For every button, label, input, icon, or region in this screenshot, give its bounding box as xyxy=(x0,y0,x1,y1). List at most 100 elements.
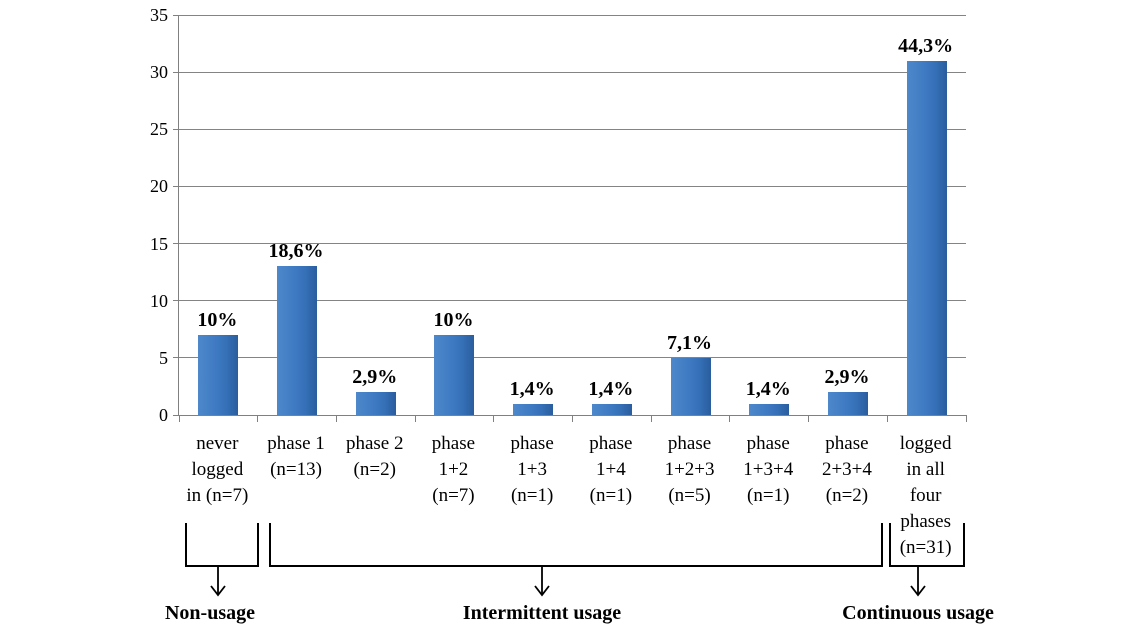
category-label-line: 1+3+4 xyxy=(743,459,794,480)
bar-value-label: 1,4% xyxy=(509,377,555,400)
category-label-line: phase xyxy=(589,433,633,454)
y-axis-tick-label: 25 xyxy=(150,119,168,140)
down-arrow-icon xyxy=(910,566,926,597)
category-label-line: 1+2+3 xyxy=(664,459,715,480)
bar-10 xyxy=(906,60,947,415)
gridline xyxy=(179,243,966,245)
category-label-line: phase 1 xyxy=(267,433,325,454)
y-axis-tick-label: 30 xyxy=(150,62,168,83)
category-label-line: (n=2) xyxy=(825,485,869,506)
category-label: phase 1+4 (n=1) xyxy=(567,431,656,509)
group-label-continuous-usage: Continuous usage xyxy=(842,602,994,624)
category-label-line: (n=1) xyxy=(510,485,554,506)
category-label-line: (n=5) xyxy=(668,485,711,506)
category-label-line: (n=2) xyxy=(353,459,396,480)
bar-9 xyxy=(827,392,868,415)
y-axis-tick-label: 35 xyxy=(150,5,168,25)
y-axis-tick-label: 15 xyxy=(150,233,168,254)
y-axis-tick xyxy=(173,128,179,130)
y-axis-tick xyxy=(173,243,179,245)
category-label-line: 1+4 xyxy=(595,459,626,480)
y-axis-tick-label: 5 xyxy=(159,347,168,368)
bar-value-label: 44,3% xyxy=(898,34,954,57)
x-axis-tick xyxy=(808,415,810,422)
category-label-line: phase 2 xyxy=(345,433,404,454)
bar-8 xyxy=(749,403,790,415)
x-axis-tick xyxy=(257,415,259,422)
category-label-line: phase xyxy=(431,433,476,454)
x-axis-tick xyxy=(965,415,967,422)
y-axis-tick xyxy=(173,357,179,359)
category-label-line: phases xyxy=(900,511,951,532)
category-label-line: phase xyxy=(825,433,869,454)
category-label-line: logged xyxy=(191,459,244,480)
gridline xyxy=(179,128,966,130)
category-label-line: (n=1) xyxy=(589,485,633,506)
category-label-line: in all xyxy=(906,459,945,480)
gridline xyxy=(179,357,966,359)
category-label-line: (n=7) xyxy=(432,485,475,506)
category-label: phase 1+2+3 (n=5) xyxy=(645,431,734,509)
category-label: phase 2 (n=2) xyxy=(330,431,419,483)
bar-value-label: 1,4% xyxy=(588,377,634,400)
x-axis-tick xyxy=(178,415,180,422)
bar-3 xyxy=(355,392,396,415)
bar-value-label: 2,9% xyxy=(824,366,870,389)
category-label-line: never xyxy=(196,433,239,454)
down-arrow-icon xyxy=(534,566,550,597)
y-axis-tick xyxy=(173,71,179,73)
category-label-line: in (n=7) xyxy=(186,485,249,506)
category-label: never logged in (n=7) xyxy=(173,431,262,509)
bar-value-label: 2,9% xyxy=(352,366,398,389)
y-axis-tick xyxy=(173,14,179,16)
bracket-non-usage xyxy=(185,523,259,567)
x-axis-tick xyxy=(572,415,573,422)
bar-2 xyxy=(277,266,318,415)
y-axis-tick xyxy=(173,300,179,302)
bracket-intermittent-usage xyxy=(269,523,883,567)
bar-value-label: 18,6% xyxy=(268,240,324,263)
y-axis-tick xyxy=(173,185,179,187)
y-axis-tick-label: 0 xyxy=(159,405,168,425)
bar-4 xyxy=(434,335,475,415)
category-label: phase 1+2 (n=7) xyxy=(409,431,498,509)
category-label-line: 1+3 xyxy=(517,459,547,480)
group-label-non-usage: Non-usage xyxy=(164,602,255,624)
bar-value-label: 10% xyxy=(197,309,238,331)
category-label-line: phase xyxy=(510,433,554,454)
gridline xyxy=(179,185,966,187)
category-label-line: logged xyxy=(899,433,952,454)
category-label-line: (n=13) xyxy=(270,459,322,480)
bar-7 xyxy=(670,357,711,415)
category-label: phase 1+3+4 (n=1) xyxy=(724,431,813,509)
gridline xyxy=(179,14,966,16)
gridline xyxy=(179,71,966,73)
plot-area xyxy=(173,14,967,422)
category-label: phase 1+3 (n=1) xyxy=(488,431,577,509)
category-label-line: 2+3+4 xyxy=(821,459,872,480)
category-label-line: four xyxy=(909,485,942,506)
category-label: phase 1 (n=13) xyxy=(252,431,341,483)
category-label: logged in all four phases (n=31) xyxy=(881,431,970,561)
x-axis-tick xyxy=(729,415,731,422)
bracket-continuous-usage xyxy=(889,523,965,567)
bar-value-label: 10% xyxy=(433,309,474,331)
group-label-intermittent-usage: Intermittent usage xyxy=(462,602,622,624)
y-axis-tick xyxy=(173,414,179,416)
bar-5 xyxy=(513,403,554,415)
category-label-line: phase xyxy=(667,433,712,454)
category-label-line: phase xyxy=(746,433,790,454)
y-axis-tick-label: 10 xyxy=(150,290,168,311)
bar-6 xyxy=(591,403,632,415)
x-axis-tick xyxy=(414,415,416,422)
category-label: phase 2+3+4 (n=2) xyxy=(803,431,892,509)
bar-1 xyxy=(198,335,239,415)
x-axis-tick xyxy=(650,415,652,422)
category-label-line: 1+2 xyxy=(438,459,469,480)
gridline xyxy=(179,300,966,302)
category-label-line: (n=31) xyxy=(899,537,952,558)
category-label-line: (n=1) xyxy=(747,485,790,506)
x-axis-tick xyxy=(493,415,495,422)
x-axis-tick xyxy=(335,415,337,422)
